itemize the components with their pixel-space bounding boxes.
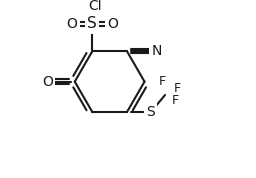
Text: F: F: [174, 82, 181, 95]
Text: O: O: [67, 17, 78, 31]
Text: F: F: [159, 75, 166, 88]
Text: O: O: [107, 17, 118, 31]
Text: N: N: [151, 44, 162, 58]
Text: S: S: [87, 16, 97, 31]
Text: Cl: Cl: [88, 0, 102, 12]
Text: F: F: [172, 94, 179, 107]
Text: O: O: [42, 75, 53, 89]
Text: S: S: [147, 105, 155, 119]
